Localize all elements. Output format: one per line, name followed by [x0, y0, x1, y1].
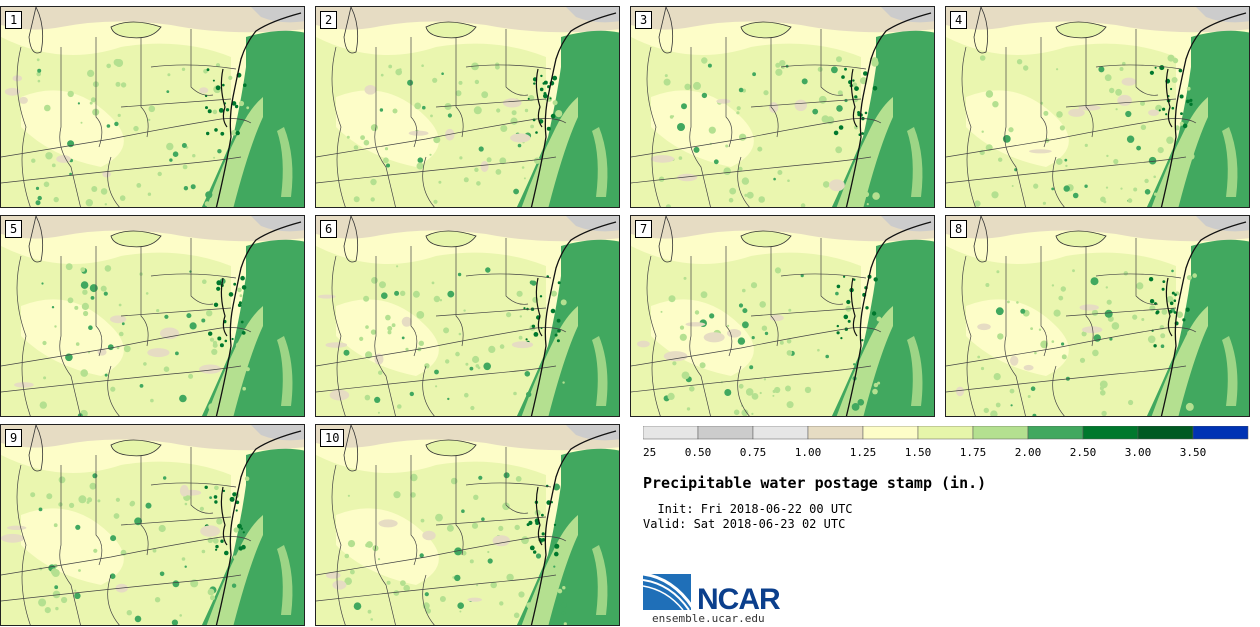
- ncar-logo-icon: [643, 572, 695, 611]
- member-number-label: 2: [320, 11, 338, 29]
- ensemble-member-map-8: 8: [945, 215, 1250, 417]
- ensemble-member-map-3: 3: [630, 6, 935, 208]
- pw-field-map: [316, 425, 619, 625]
- colorbar-tick-label: 2.50: [1070, 446, 1097, 459]
- ensemble-url: ensemble.ucar.edu: [652, 612, 765, 625]
- pw-field-map: [1, 216, 304, 416]
- colorbar-tick-label: 0.50: [685, 446, 712, 459]
- member-number-label: 3: [635, 11, 653, 29]
- member-number-label: 6: [320, 220, 338, 238]
- colorbar-swatch: [807, 426, 864, 440]
- colorbar-swatch: [972, 426, 1029, 440]
- member-number-label: 7: [635, 220, 653, 238]
- pw-field-map: [1, 425, 304, 625]
- colorbar-legend: 0.25 0.50 0.75 1.00 1.25 1.50 1.75 2.00 2.50 3.00…: [643, 426, 1249, 459]
- member-number-label: 1: [5, 11, 23, 29]
- init-time: Init: Fri 2018-06-22 00 UTC: [643, 502, 853, 516]
- ensemble-member-map-4: 4: [945, 6, 1250, 208]
- colorbar-tick-label: 2.00: [1015, 446, 1042, 459]
- colorbar-tick-label: 1.00: [795, 446, 822, 459]
- ensemble-member-map-1: 1: [0, 6, 305, 208]
- ncar-logo-text: NCAR: [697, 583, 781, 616]
- pw-field-map: [316, 7, 619, 207]
- colorbar-swatch: [1027, 426, 1084, 440]
- colorbar-tick-label: 1.25: [850, 446, 877, 459]
- valid-time: Valid: Sat 2018-06-23 02 UTC: [643, 517, 846, 531]
- colorbar-swatch: [752, 426, 809, 440]
- pw-field-map: [316, 216, 619, 416]
- member-number-label: 10: [320, 429, 345, 447]
- ensemble-member-map-5: 5: [0, 215, 305, 417]
- colorbar-swatch: [643, 426, 699, 440]
- colorbar-tick-label: 0.75: [740, 446, 767, 459]
- member-number-label: 8: [950, 220, 968, 238]
- member-number-label: 4: [950, 11, 968, 29]
- member-number-label: 5: [5, 220, 23, 238]
- pw-field-map: [631, 216, 934, 416]
- colorbar-tick-label: 1.50: [905, 446, 932, 459]
- pw-field-map: [1, 7, 304, 207]
- member-number-label: 9: [5, 429, 23, 447]
- ensemble-member-map-9: 9: [0, 424, 305, 626]
- pw-field-map: [946, 7, 1249, 207]
- colorbar-tick-label: 3.00: [1125, 446, 1152, 459]
- colorbar-tick-label: 3.50: [1180, 446, 1207, 459]
- plot-title: Precipitable water postage stamp (in.): [643, 474, 987, 492]
- colorbar-swatch: [862, 426, 919, 440]
- colorbar-swatch: [1137, 426, 1194, 440]
- pw-field-map: [946, 216, 1249, 416]
- colorbar-swatch: [1192, 426, 1249, 440]
- colorbar-swatch: [1082, 426, 1139, 440]
- ensemble-member-map-2: 2: [315, 6, 620, 208]
- colorbar-tick-label: 1.75: [960, 446, 987, 459]
- colorbar-tick-label: 0.25: [643, 446, 656, 459]
- ensemble-member-map-6: 6: [315, 215, 620, 417]
- colorbar-swatch: [697, 426, 754, 440]
- ensemble-member-map-7: 7: [630, 215, 935, 417]
- ensemble-member-map-10: 10: [315, 424, 620, 626]
- colorbar-swatch: [917, 426, 974, 440]
- pw-field-map: [631, 7, 934, 207]
